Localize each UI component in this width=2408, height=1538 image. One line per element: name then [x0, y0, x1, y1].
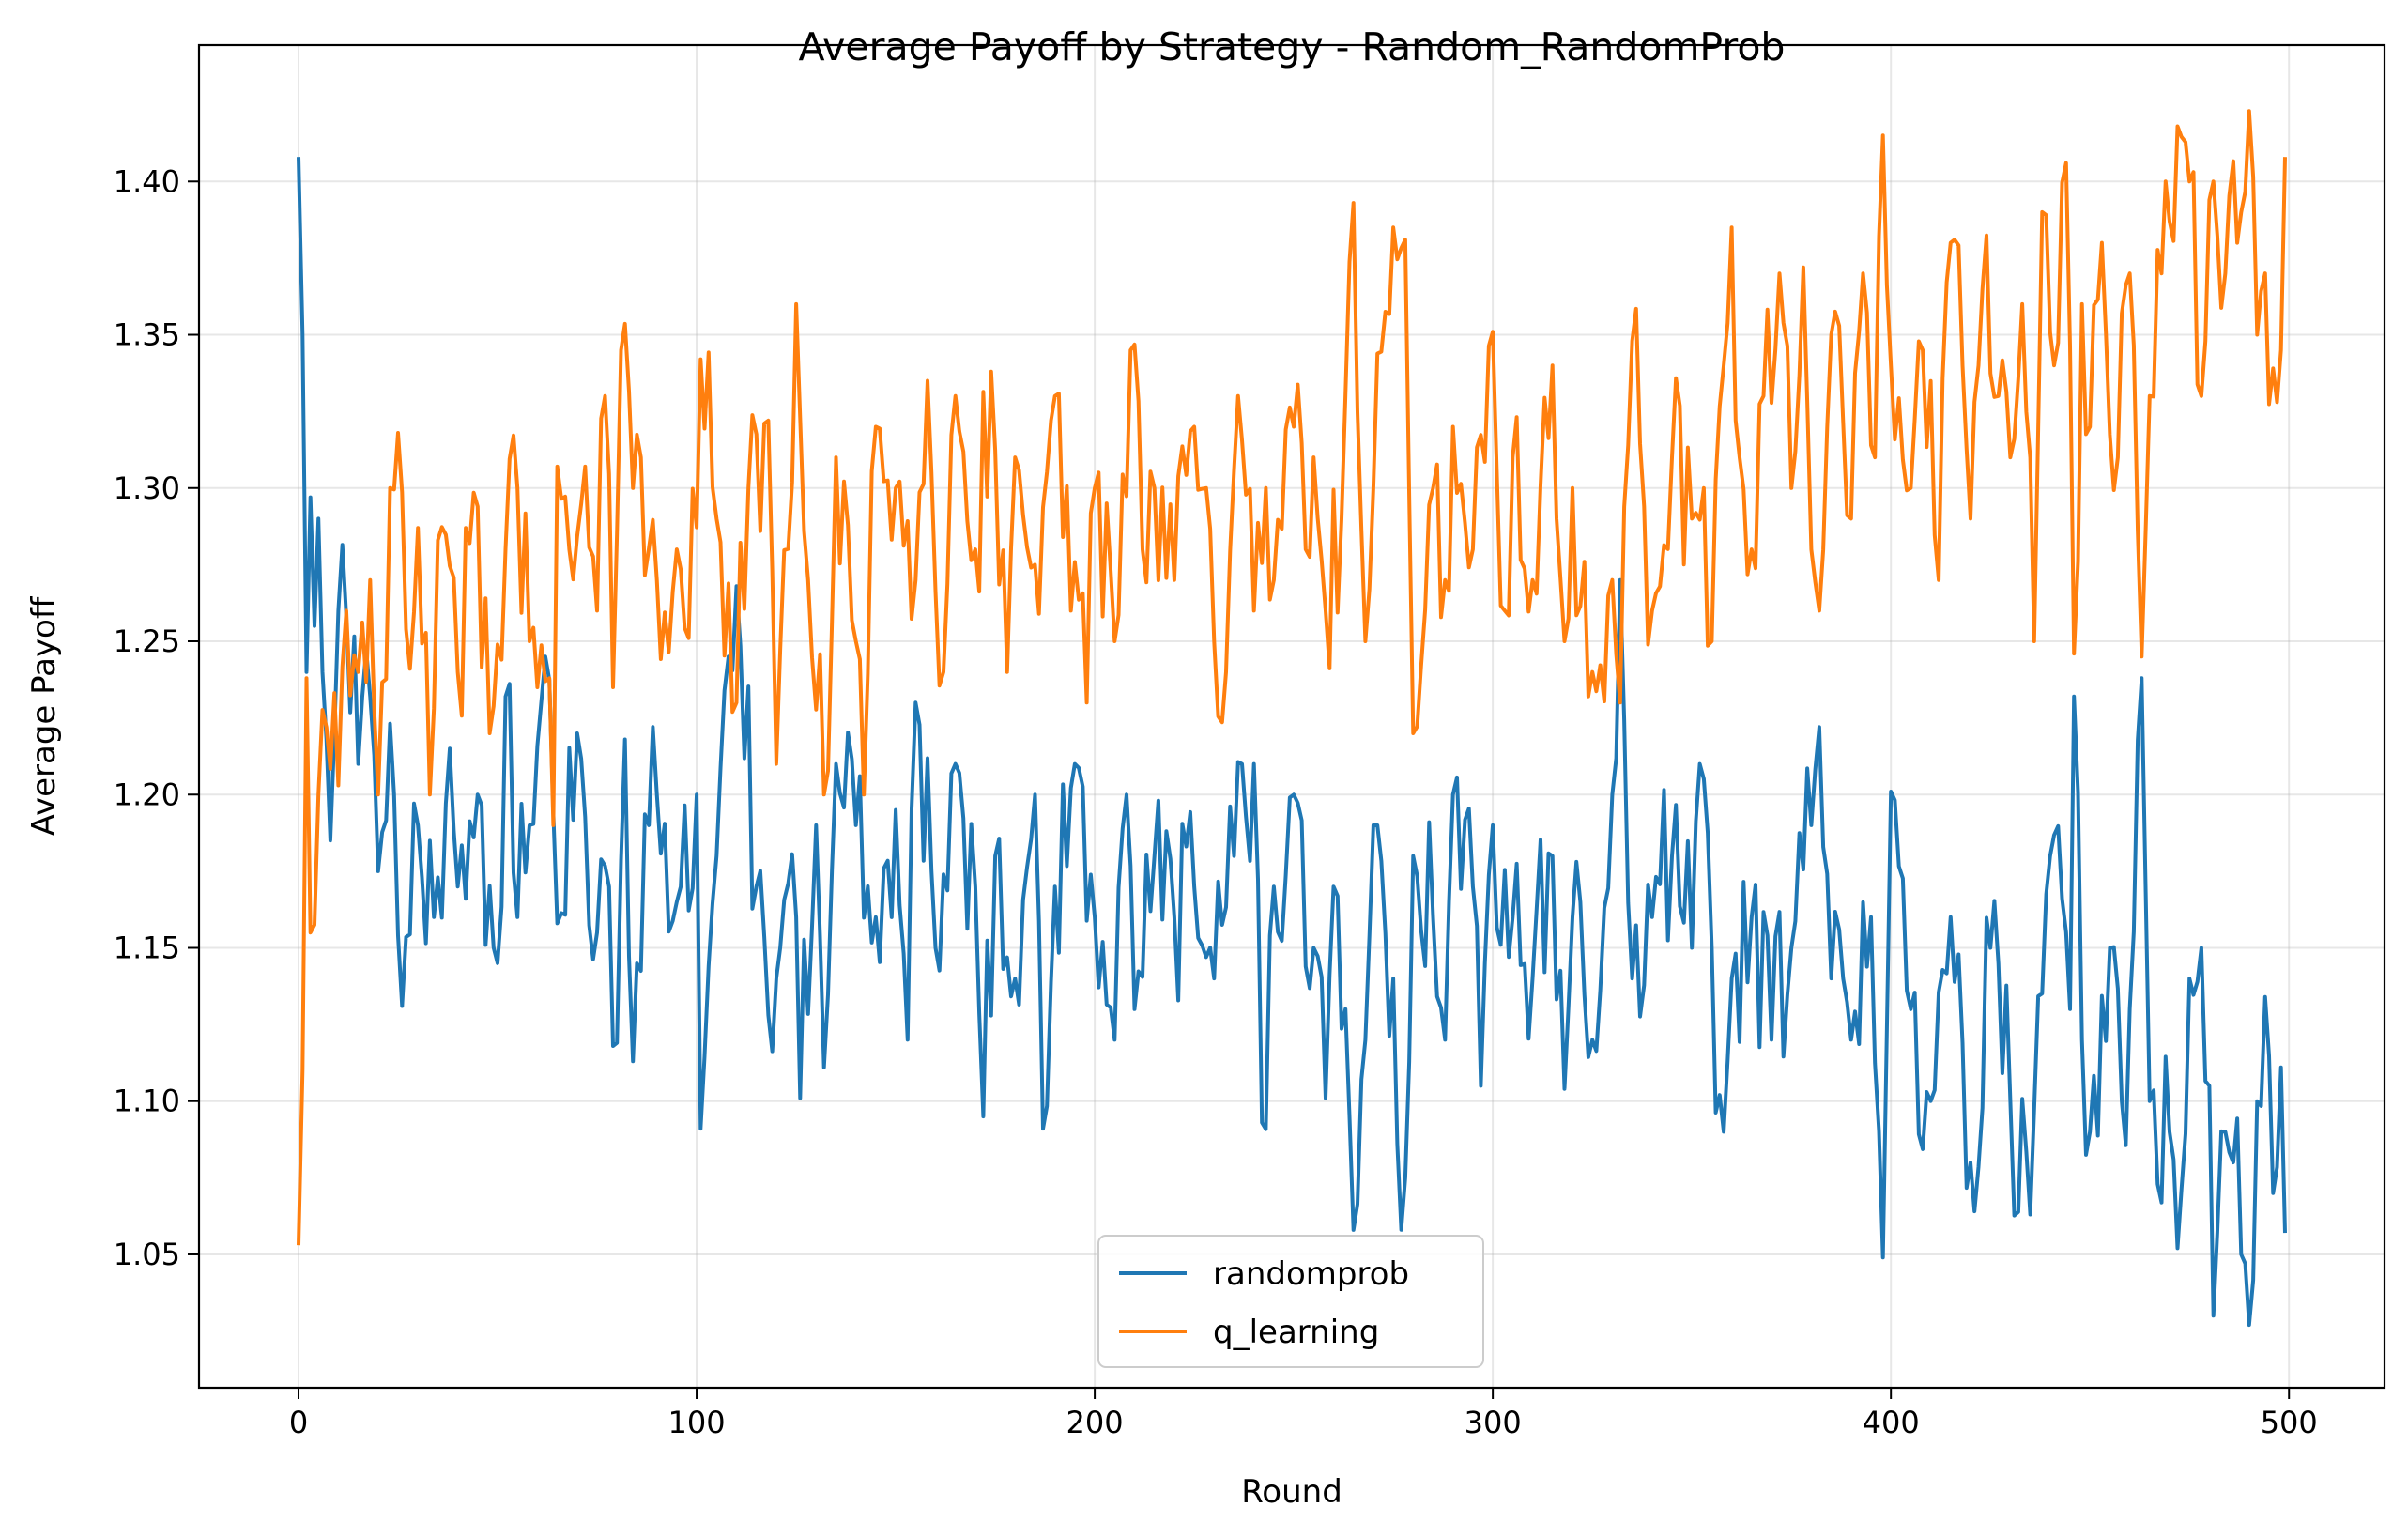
x-tick-label: 300: [1465, 1405, 1522, 1440]
x-tick-label: 400: [1863, 1405, 1920, 1440]
legend: randomprob q_learning: [1097, 1235, 1484, 1368]
series-line-randomprob: [297, 157, 2287, 1328]
x-tick-label: 500: [2261, 1405, 2318, 1440]
y-tick-label: 1.20: [114, 777, 180, 812]
legend-box: [1097, 1235, 1484, 1368]
series-line-q_learning: [297, 109, 2287, 1246]
series-lines: [297, 109, 2287, 1328]
y-tick-label: 1.05: [114, 1237, 180, 1272]
plot-frame: [197, 43, 2386, 1390]
x-tick-label: 200: [1066, 1405, 1124, 1440]
y-tick-label: 1.25: [114, 623, 180, 659]
y-tick-label: 1.35: [114, 317, 180, 353]
y-tick-label: 1.15: [114, 930, 180, 965]
y-tick-label: 1.10: [114, 1084, 180, 1119]
chart-title: Average Payoff by Strategy - Random_Rand…: [799, 24, 1786, 69]
y-tick-label: 1.30: [114, 470, 180, 506]
x-tick-label: 0: [289, 1405, 308, 1440]
x-tick-label: 100: [668, 1405, 726, 1440]
legend-label-q_learning: q_learning: [1213, 1314, 1379, 1351]
axis-ticks: 0 100 200 300 400 500 1.05 1.10 1.15 1.20 1.25 1.30…: [114, 163, 2318, 1440]
y-axis-label: Average Payoff: [25, 595, 63, 836]
x-axis-label: Round: [1241, 1473, 1342, 1511]
y-tick-label: 1.40: [114, 163, 180, 199]
legend-label-randomprob: randomprob: [1213, 1255, 1409, 1293]
